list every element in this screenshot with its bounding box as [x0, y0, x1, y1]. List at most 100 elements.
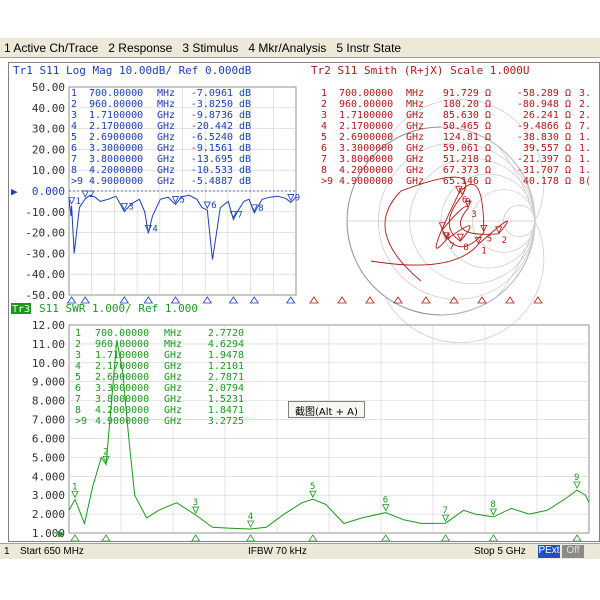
tr3-title: S11 SWR 1.000/ Ref 1.000 — [39, 302, 198, 315]
tr3-marker-value: 1.9478 — [208, 350, 244, 361]
smith-marker-triangle-icon — [456, 233, 465, 242]
smith-trace-line — [370, 176, 508, 282]
tr2-marker-number: 5 — [321, 132, 327, 143]
tr3-marker-number: 3 — [75, 350, 81, 361]
tr1-marker-number: 4 — [71, 121, 77, 132]
tr3-y-tick-label: 10.00 — [32, 357, 65, 370]
tr3-marker-label: 9 — [574, 473, 579, 483]
menu-instr-state[interactable]: 5 Instr State — [336, 40, 402, 55]
tr3-marker-number: >9 — [75, 416, 87, 427]
tr2-stimulus-marker-icon — [421, 296, 431, 304]
tr3-y-tick-label: 1.000 — [32, 527, 65, 540]
tr3-marker-number: 8 — [75, 405, 81, 416]
tr2-marker-unit: GHz — [406, 110, 424, 121]
tr1-y-tick-label: -50.00 — [25, 289, 65, 302]
tr3-marker-triangle-icon — [573, 481, 581, 489]
tr3-stimulus-marker-icon — [190, 534, 201, 542]
tr3-marker-value: 4.6294 — [208, 339, 244, 350]
smith-marker-label: 3 — [471, 210, 476, 220]
tr2-marker-extra: 1. — [579, 165, 591, 176]
tr1-markers: 12 3 4 5 6 7 8 9 — [67, 190, 300, 235]
tr2-marker-reactance: -80.948 Ω — [517, 99, 571, 110]
ifbw-value[interactable]: IFBW 70 kHz — [248, 546, 307, 557]
tr2-marker-unit: GHz — [406, 165, 424, 176]
tr2-marker-reactance: 26.241 Ω — [523, 110, 571, 121]
tr3-y-tick-label: 3.000 — [32, 489, 65, 502]
tr1-y-tick-label: 0.000 — [32, 185, 65, 198]
tr3-marker-freq: 4.2000000 — [95, 405, 149, 416]
smith-marker-triangle-icon — [455, 185, 463, 194]
tr2-marker-freq: 960.00000 — [339, 99, 393, 110]
tr1-marker-unit: GHz — [157, 143, 175, 154]
smith-marker-triangle-icon — [464, 200, 472, 208]
tr3-marker-label: 6 — [383, 496, 388, 506]
tr1-marker-triangle-icon — [250, 204, 258, 212]
tr1-y-tick-label: -30.00 — [25, 247, 65, 260]
tr2-marker-unit: MHz — [406, 99, 424, 110]
tr1-ref-arrow-icon: ▶ — [11, 185, 18, 198]
tr1-marker-unit: GHz — [157, 165, 175, 176]
tr1-marker-number: >9 — [71, 176, 83, 187]
tr3-marker-value: 1.8471 — [208, 405, 244, 416]
tr3-stimulus-marker-icon — [488, 534, 499, 542]
tr2-marker-extra: 2. — [579, 110, 591, 121]
tr1-marker-number: 8 — [71, 165, 77, 176]
off-badge[interactable]: Off — [562, 545, 584, 558]
tr1-marker-freq: 3.3000000 — [89, 143, 143, 154]
tr3-marker-unit: GHz — [164, 416, 182, 427]
smith-marker-label: 8 — [463, 243, 468, 253]
tr2-marker-table: 1 700.00000 MHz 91.729 Ω -58.289 Ω 3. 2 960.000… — [321, 88, 591, 187]
tr2-marker-number: 8 — [321, 165, 327, 176]
smith-marker-triangle-icon — [474, 236, 482, 245]
tr1-marker-freq: 4.9000000 — [89, 176, 143, 187]
tr3-marker-label: 7 — [443, 506, 448, 516]
tr3-marker-freq: 1.7100000 — [95, 350, 149, 361]
tr3-label[interactable]: Tr3 — [12, 304, 30, 315]
tr3-marker-label: 8 — [490, 500, 495, 510]
tr2-marker-freq: 4.9000000 — [339, 176, 393, 187]
menu-stimulus[interactable]: 3 Stimulus — [182, 40, 239, 55]
tr1-marker-number: 2 — [71, 99, 77, 110]
smith-marker-label: 4 — [445, 232, 450, 242]
tr1-marker-freq: 1.7100000 — [89, 110, 143, 121]
vna-display[interactable]: Tr1 S11 Log Mag 10.00dB/ Ref 0.000dB 50.… — [8, 62, 600, 542]
menu-active-ch-trace[interactable]: 1 Active Ch/Trace — [4, 40, 99, 55]
tr3-marker-unit: GHz — [164, 350, 182, 361]
menu-response[interactable]: 2 Response — [108, 40, 173, 55]
smith-marker-triangle-icon — [480, 224, 488, 233]
tr1-marker-unit: GHz — [157, 110, 175, 121]
tr2-title: Tr2 S11 Smith (R+jX) Scale 1.000U — [311, 64, 530, 77]
tr1-marker-number: 6 — [71, 143, 77, 154]
tr2-marker-extra: 1. — [579, 154, 591, 165]
tr3-y-tick-label: 4.000 — [32, 470, 65, 483]
smith-reactance-arc — [440, 220, 536, 316]
tr2-stimulus-marker-icon — [477, 296, 487, 304]
tr3-y-tick-label: 5.000 — [32, 451, 65, 464]
tr3-y-tick-label: 9.000 — [32, 376, 65, 389]
tr1-marker-unit: GHz — [157, 121, 175, 132]
tr3-marker-triangle-icon — [192, 506, 200, 514]
port-extension-badge[interactable]: PExt — [538, 545, 560, 558]
tr1-marker-value-unit: dB — [239, 110, 251, 121]
tr1-stimulus-marker-icon — [228, 296, 239, 304]
start-frequency[interactable]: Start 650 MHz — [20, 546, 84, 557]
tr3-marker-number: 2 — [75, 339, 81, 350]
tr1-marker-unit: GHz — [157, 132, 175, 143]
tr2-stimulus-marker-icon — [449, 296, 459, 304]
menu-mkr-analysis[interactable]: 4 Mkr/Analysis — [248, 40, 327, 55]
tr3-grid — [68, 324, 590, 534]
tr1-marker-value-unit: dB — [239, 143, 251, 154]
tr3-marker-freq: 960.00000 — [95, 339, 149, 350]
tr3-marker-unit: GHz — [164, 405, 182, 416]
tr2-marker-resistance: 124.81 Ω — [443, 132, 491, 143]
tr2-stimulus-marker-icon — [393, 296, 403, 304]
stop-frequency[interactable]: Stop 5 GHz — [474, 546, 526, 557]
tr2-marker-resistance: 50.465 Ω — [443, 121, 491, 132]
tr1-marker-value: -9.1561 — [191, 143, 233, 154]
tr3-stimulus-marker-icon — [101, 534, 111, 542]
tr3-marker-number: 5 — [75, 372, 81, 383]
tr3-marker-freq: 4.9000000 — [95, 416, 149, 427]
tr2-marker-number: 3 — [321, 110, 327, 121]
tr3-marker-label: 3 — [193, 498, 198, 508]
tr1-marker-value-unit: dB — [239, 99, 251, 110]
